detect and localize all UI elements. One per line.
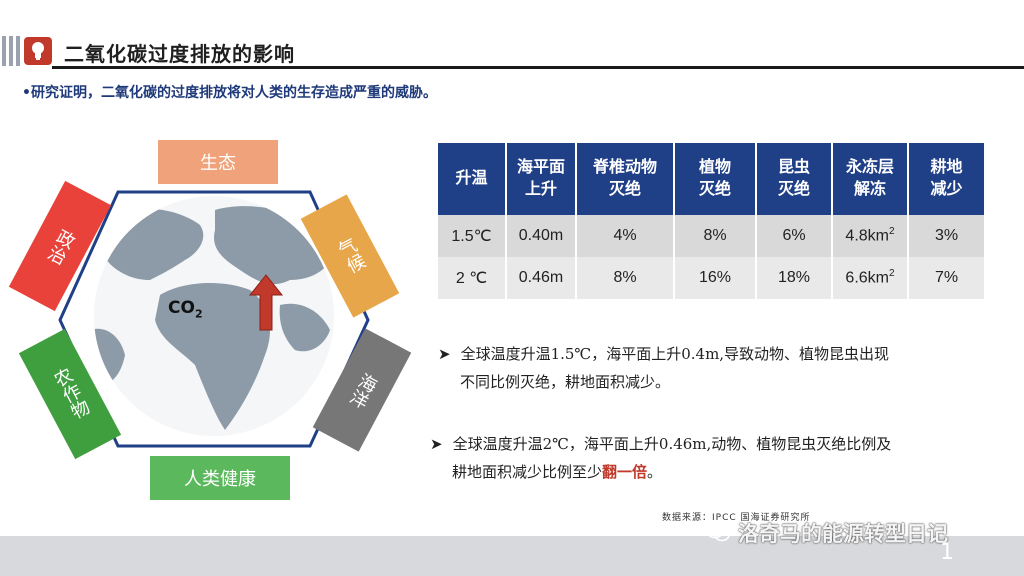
impact-diagram: CO2 生态 气候 海洋 人类健康 农作物 政治 <box>8 130 412 510</box>
wechat-icon <box>706 523 730 542</box>
header-farmland: 耕地 减少 <box>908 143 984 215</box>
footer-bar <box>0 536 1024 576</box>
table-cell: 6.6km2 <box>832 257 909 299</box>
page-title: 二氧化碳过度排放的影响 <box>64 42 295 66</box>
lightbulb-icon <box>24 37 52 65</box>
bullet-1: ➤ 全球温度升温1.5℃，海平面上升0.4m,导致动物、植物昆虫出现 不同比例灭绝… <box>438 345 890 391</box>
table-cell: 18% <box>756 257 833 299</box>
table-header-row: 升温 海平面 上升 脊椎动物 灭绝 植物 灭绝 昆虫 灭绝 永冻层 解冻 耕地 … <box>438 143 984 215</box>
page-subtitle: •研究证明，二氧化碳的过度排放将对人类的生存造成严重的威胁。 <box>22 85 437 101</box>
header-sea-level: 海平面 上升 <box>506 143 577 215</box>
header-plant: 植物 灭绝 <box>674 143 757 215</box>
co2-label: CO2 <box>168 298 203 321</box>
hexagon-globe-graphic <box>58 190 370 448</box>
header-insect: 昆虫 灭绝 <box>756 143 833 215</box>
table-cell: 16% <box>674 257 757 299</box>
table-cell: 6% <box>756 215 833 257</box>
title-underline <box>52 66 1024 69</box>
table-cell: 3% <box>908 215 984 257</box>
table-cell: 4% <box>576 215 675 257</box>
arrow-bullet-icon: ➤ <box>438 345 451 363</box>
table-cell: 0.40m <box>506 215 577 257</box>
tile-ecology: 生态 <box>158 140 278 184</box>
bullet-2: ➤ 全球温度升温2℃，海平面上升0.46m,动物、植物昆虫灭绝比例及 耕地面积减少… <box>430 435 892 481</box>
watermark: 洛奇马的能源转型日记 <box>706 518 948 548</box>
table-cell: 4.8km2 <box>832 215 909 257</box>
table-row: 1.5℃ 0.40m 4% 8% 6% 4.8km2 3% <box>438 215 984 257</box>
table-cell: 7% <box>908 257 984 299</box>
page-number: 1 <box>940 540 954 565</box>
arrow-bullet-icon: ➤ <box>430 435 443 453</box>
tile-human-health: 人类健康 <box>150 456 290 500</box>
table-cell: 2 ℃ <box>438 257 507 299</box>
data-source: 数据来源：IPCC 国海证券研究所 <box>662 513 811 523</box>
table-row: 2 ℃ 0.46m 8% 16% 18% 6.6km2 7% <box>438 257 984 299</box>
impact-table: 升温 海平面 上升 脊椎动物 灭绝 植物 灭绝 昆虫 灭绝 永冻层 解冻 耕地 … <box>438 143 984 299</box>
header-vertebrate: 脊椎动物 灭绝 <box>576 143 675 215</box>
header-permafrost: 永冻层 解冻 <box>832 143 909 215</box>
table-cell: 8% <box>674 215 757 257</box>
table-cell: 1.5℃ <box>438 215 507 257</box>
up-arrow-icon <box>248 274 284 331</box>
table-cell: 8% <box>576 257 675 299</box>
header-temp: 升温 <box>438 143 507 215</box>
table-cell: 0.46m <box>506 257 577 299</box>
header-decoration <box>0 36 26 66</box>
